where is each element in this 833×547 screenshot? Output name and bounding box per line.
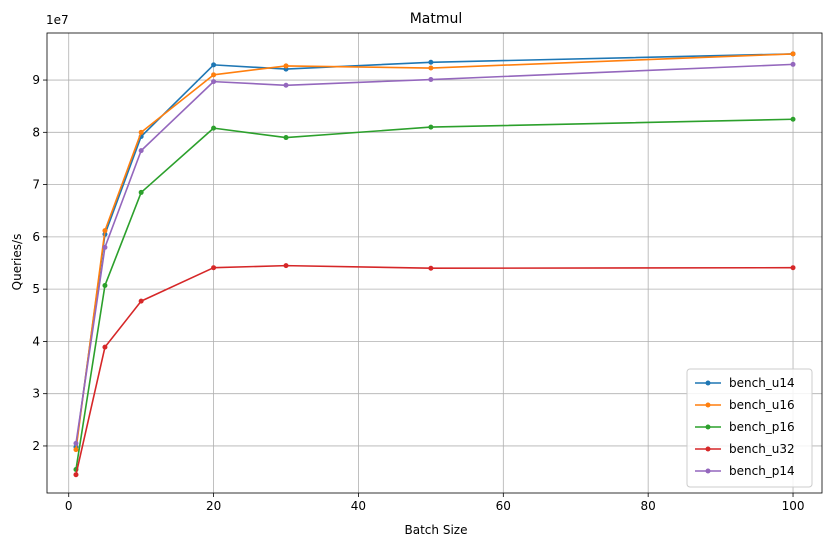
legend-item: bench_u16 xyxy=(695,398,795,412)
data-point xyxy=(283,82,289,88)
data-point xyxy=(73,447,79,453)
data-point xyxy=(211,62,217,68)
data-point xyxy=(138,148,144,154)
series-bench_p14 xyxy=(73,61,796,446)
legend-label: bench_p14 xyxy=(729,464,795,478)
y-tick-label: 6 xyxy=(32,230,40,244)
data-point xyxy=(790,116,796,122)
x-tick-label: 40 xyxy=(351,499,366,513)
legend-item: bench_u32 xyxy=(695,442,795,456)
legend-label: bench_u14 xyxy=(729,376,795,390)
data-point xyxy=(102,282,108,288)
y-tick-label: 5 xyxy=(32,282,40,296)
series-layer xyxy=(73,51,796,478)
legend-item: bench_u14 xyxy=(695,376,795,390)
legend-swatch-marker xyxy=(705,446,711,452)
data-point xyxy=(211,72,217,78)
data-point xyxy=(283,135,289,141)
y-tick-label: 4 xyxy=(32,334,40,348)
y-tick-label: 9 xyxy=(32,73,40,87)
data-point xyxy=(790,265,796,271)
data-point xyxy=(211,265,217,271)
legend-swatch-marker xyxy=(705,380,711,386)
series-bench_u16 xyxy=(73,51,796,453)
x-tick-label: 80 xyxy=(641,499,656,513)
data-point xyxy=(102,228,108,234)
series-line xyxy=(75,264,794,475)
legend-label: bench_u32 xyxy=(729,442,795,456)
series-bench_u32 xyxy=(73,263,796,478)
y-tick-label: 2 xyxy=(32,439,40,453)
data-point xyxy=(428,124,434,130)
series-line xyxy=(75,118,794,470)
x-tick-label: 20 xyxy=(206,499,221,513)
legend-swatch-marker xyxy=(705,424,711,430)
legend-item: bench_p16 xyxy=(695,420,795,434)
legend-label: bench_u16 xyxy=(729,398,795,412)
y-tick-label: 8 xyxy=(32,125,40,139)
data-point xyxy=(102,344,108,350)
data-point xyxy=(428,77,434,83)
series-line xyxy=(75,53,794,450)
data-point xyxy=(428,265,434,271)
data-point xyxy=(211,79,217,85)
series-line xyxy=(75,53,794,448)
ticks: 0 20 40 60 80 100 2 3 4 5 6 7 8 9 xyxy=(32,73,804,513)
chart-title: Matmul xyxy=(410,11,463,27)
x-tick-label: 0 xyxy=(65,499,73,513)
data-point xyxy=(283,63,289,69)
data-point xyxy=(138,298,144,304)
legend-box xyxy=(686,368,813,488)
x-tick-label: 100 xyxy=(782,499,805,513)
data-point xyxy=(283,263,289,269)
legend-swatch-marker xyxy=(705,402,711,408)
data-point xyxy=(790,51,796,57)
legend-label: bench_p16 xyxy=(729,420,795,434)
data-point xyxy=(790,61,796,67)
x-tick-label: 60 xyxy=(496,499,511,513)
data-point xyxy=(138,129,144,135)
data-point xyxy=(428,59,434,65)
y-tick-label: 3 xyxy=(32,387,40,401)
y-tick-label: 7 xyxy=(32,178,40,192)
legend: bench_u14 bench_u16 bench_p16 bench_u32benc… xyxy=(686,368,813,488)
data-point xyxy=(428,65,434,71)
legend-item: bench_p14 xyxy=(695,464,795,478)
legend-swatch-marker xyxy=(705,468,711,474)
plot-frame xyxy=(46,32,823,494)
data-point xyxy=(138,189,144,195)
data-point xyxy=(102,244,108,250)
data-point xyxy=(73,472,79,478)
y-axis-label: Queries/s xyxy=(10,234,24,291)
x-axis-label: Batch Size xyxy=(405,523,468,537)
data-point xyxy=(211,125,217,131)
y-offset-label: 1e7 xyxy=(46,13,69,27)
data-point xyxy=(73,440,79,446)
